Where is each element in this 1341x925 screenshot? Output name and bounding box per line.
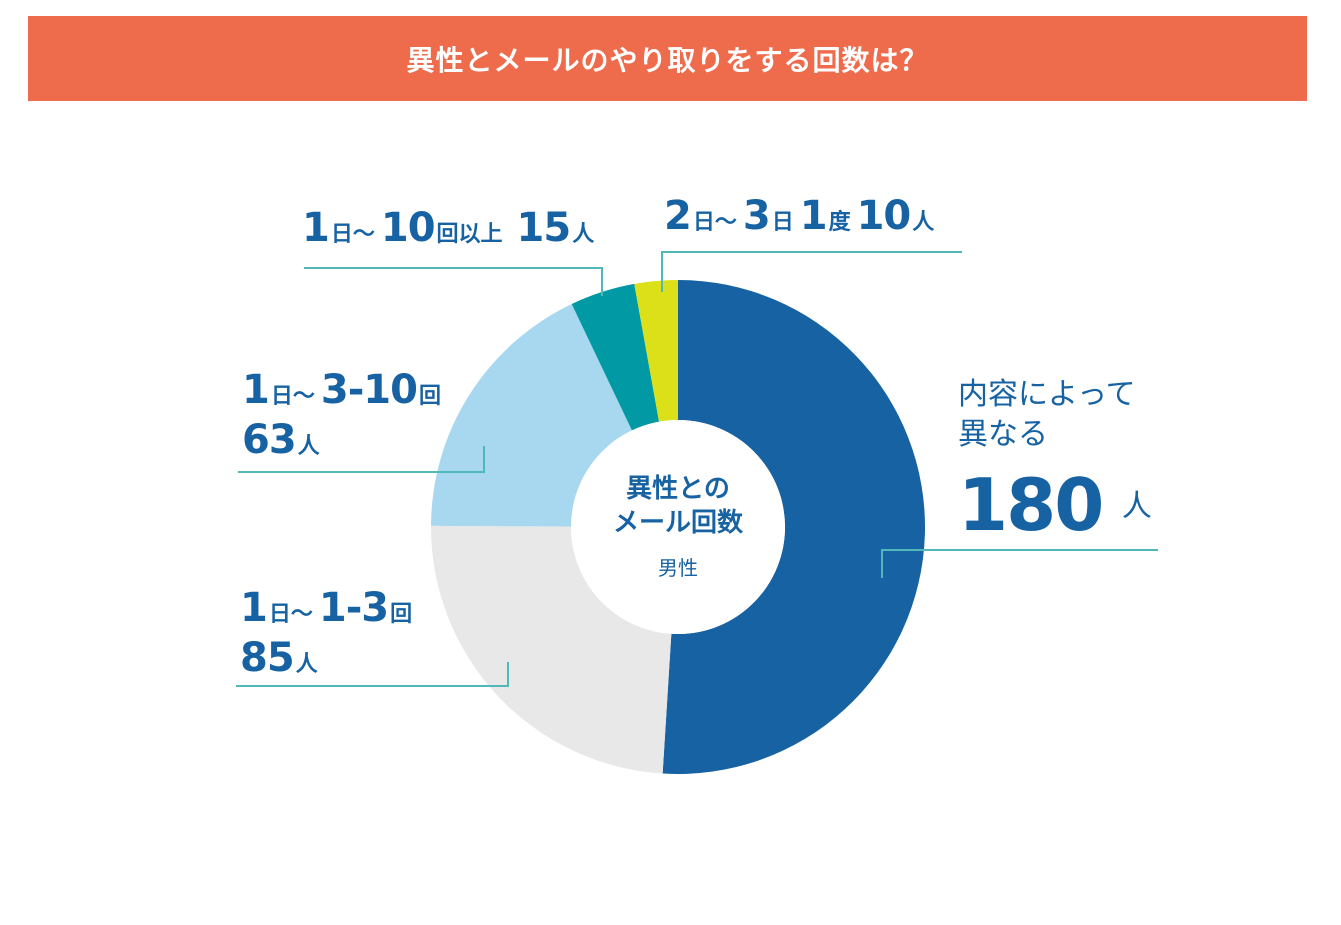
center-line2: メール回数 — [612, 508, 743, 538]
pie-slice-0 — [662, 280, 925, 774]
label-10-n1: 2 — [664, 193, 692, 239]
label-63-u1: 日～ — [270, 384, 315, 409]
label-10-u2: 日 — [771, 210, 794, 235]
label-85-u1: 日～ — [268, 602, 313, 627]
leader-line-2 — [238, 446, 485, 473]
label-10-n3: 1 — [799, 193, 828, 239]
label-63-unit: 人 — [297, 434, 320, 459]
label-180-line1: 内容によって — [958, 377, 1136, 412]
leader-line-3 — [304, 267, 603, 296]
label-85: 1日～ 1-3回 85人 — [240, 588, 418, 678]
label-85-value: 85 — [240, 635, 295, 681]
label-180-unit: 人 — [1121, 489, 1152, 524]
label-10-value: 10 — [856, 193, 912, 239]
label-10-unit: 人 — [912, 210, 935, 235]
label-10-u1: 日～ — [692, 210, 737, 235]
pie-slice-4 — [634, 280, 678, 422]
label-63-n1: 1 — [242, 367, 270, 413]
label-180-line2: 異なる — [958, 417, 1048, 452]
leader-line-4 — [661, 251, 962, 292]
label-63-u2: 回 — [418, 384, 441, 409]
title-banner: 異性とメールのやり取りをする回数は？ — [28, 16, 1307, 101]
label-15-n1: 1 — [302, 205, 330, 251]
label-85-u2: 回 — [390, 602, 413, 627]
label-180-value: 180 — [958, 463, 1104, 547]
label-15-unit: 人 — [572, 222, 595, 247]
label-63: 1日～ 3-10回 63人 — [242, 370, 447, 460]
label-85-unit: 人 — [295, 652, 318, 677]
label-15-u2: 回以上 — [436, 222, 503, 247]
pie-slice-3 — [571, 283, 660, 431]
label-180: 内容によって 異なる 180 人 — [958, 375, 1152, 541]
label-15: 1日～ 10回以上 15人 — [302, 208, 600, 248]
pie-slice-2 — [431, 304, 632, 527]
label-63-value: 63 — [242, 417, 297, 463]
leader-line-1 — [236, 662, 509, 687]
donut-hole — [571, 420, 785, 634]
label-15-n2: 10 — [380, 205, 436, 251]
label-85-n2: 1-3 — [318, 585, 389, 631]
label-85-n1: 1 — [240, 585, 268, 631]
center-line1: 異性との — [626, 474, 730, 504]
label-63-n2: 3-10 — [320, 367, 418, 413]
label-15-u1: 日～ — [330, 222, 375, 247]
label-10-n2: 3 — [742, 193, 771, 239]
label-10: 2日～ 3日 1度 10人 — [664, 196, 940, 236]
center-subtitle: 男性 — [658, 556, 698, 580]
chart-title: 異性とメールのやり取りをする回数は？ — [406, 43, 929, 77]
label-10-u3: 度 — [828, 210, 851, 235]
leader-line-0 — [881, 549, 1158, 578]
center-label: 異性との メール回数 男性 — [555, 472, 801, 581]
label-15-value: 15 — [516, 205, 572, 251]
pie-slice-1 — [431, 525, 672, 774]
